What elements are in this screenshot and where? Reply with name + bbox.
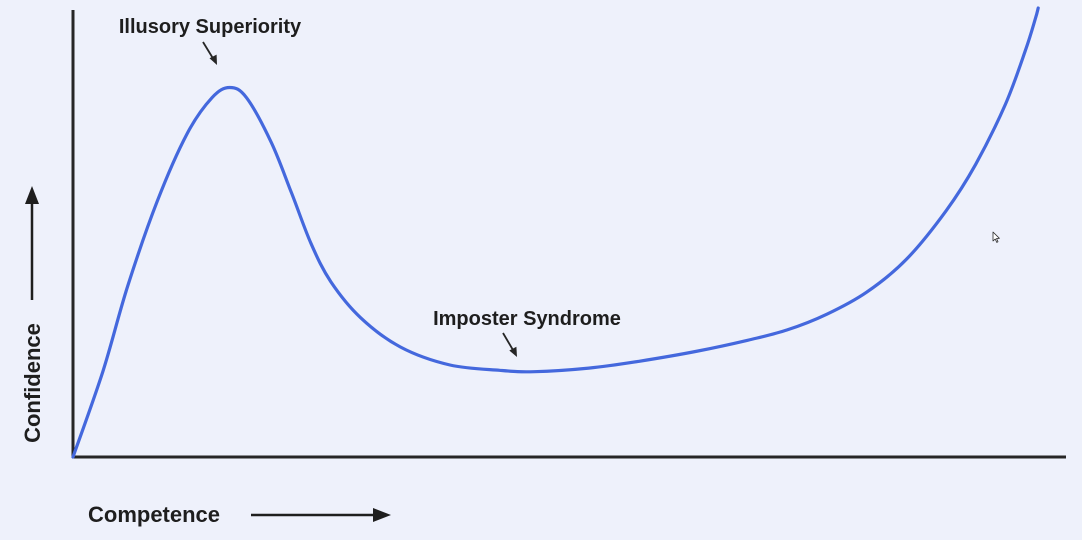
annotation-arrow-imposter-syndrome [502, 332, 517, 357]
y-axis-label-arrow [25, 186, 39, 300]
confidence-curve [71, 6, 1040, 459]
annotation-arrow-illusory-superiority [202, 41, 217, 65]
annotation-illusory-superiority: Illusory Superiority [119, 16, 302, 38]
mouse-pointer-icon [992, 231, 1000, 243]
y-axis-label: Confidence [20, 323, 45, 443]
x-axis-label-arrow [251, 508, 391, 522]
x-axis-label: Competence [88, 502, 220, 527]
annotation-imposter-syndrome: Imposter Syndrome [433, 308, 621, 330]
